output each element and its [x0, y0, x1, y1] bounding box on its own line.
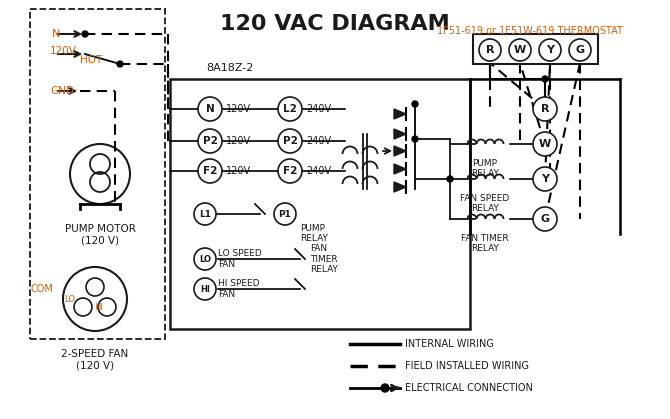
- Text: L2: L2: [283, 104, 297, 114]
- Circle shape: [539, 39, 561, 61]
- Text: HOT: HOT: [80, 55, 103, 65]
- Text: G: G: [541, 214, 549, 224]
- Text: PUMP
RELAY: PUMP RELAY: [300, 224, 328, 243]
- Text: COM: COM: [30, 284, 53, 294]
- Text: FIELD INSTALLED WIRING: FIELD INSTALLED WIRING: [405, 361, 529, 371]
- Text: FAN
TIMER
RELAY: FAN TIMER RELAY: [310, 244, 338, 274]
- Circle shape: [194, 203, 216, 225]
- Text: 1F51-619 or 1F51W-619 THERMOSTAT: 1F51-619 or 1F51W-619 THERMOSTAT: [437, 26, 623, 36]
- Circle shape: [533, 167, 557, 191]
- Circle shape: [274, 203, 296, 225]
- Text: 240V: 240V: [306, 166, 331, 176]
- Text: 120 VAC DIAGRAM: 120 VAC DIAGRAM: [220, 14, 450, 34]
- Text: HI: HI: [200, 285, 210, 293]
- Text: 120V: 120V: [226, 136, 251, 146]
- Text: 120V: 120V: [50, 46, 77, 56]
- Text: HI: HI: [94, 303, 103, 311]
- Circle shape: [533, 132, 557, 156]
- Circle shape: [412, 101, 418, 107]
- Circle shape: [70, 144, 130, 204]
- Circle shape: [479, 39, 501, 61]
- Circle shape: [569, 39, 591, 61]
- Text: HI SPEED
FAN: HI SPEED FAN: [218, 279, 259, 299]
- Text: R: R: [486, 45, 494, 55]
- Polygon shape: [394, 109, 406, 119]
- Text: GND: GND: [50, 86, 74, 96]
- Circle shape: [194, 248, 216, 270]
- Circle shape: [194, 278, 216, 300]
- Circle shape: [278, 97, 302, 121]
- Circle shape: [447, 176, 453, 182]
- Text: W: W: [539, 139, 551, 149]
- Text: 240V: 240V: [306, 136, 331, 146]
- Circle shape: [63, 267, 127, 331]
- Polygon shape: [394, 182, 406, 192]
- Text: P2: P2: [202, 136, 218, 146]
- Circle shape: [117, 61, 123, 67]
- Text: W: W: [514, 45, 526, 55]
- Circle shape: [198, 159, 222, 183]
- Text: P2: P2: [283, 136, 297, 146]
- Text: PUMP
RELAY: PUMP RELAY: [471, 159, 499, 178]
- Text: F2: F2: [283, 166, 297, 176]
- Circle shape: [412, 136, 418, 142]
- Text: INTERNAL WIRING: INTERNAL WIRING: [405, 339, 494, 349]
- Circle shape: [533, 97, 557, 121]
- Text: 120V: 120V: [226, 166, 251, 176]
- Circle shape: [542, 76, 548, 82]
- Circle shape: [278, 159, 302, 183]
- Text: 2-SPEED FAN
(120 V): 2-SPEED FAN (120 V): [62, 349, 129, 370]
- Text: FAN TIMER
RELAY: FAN TIMER RELAY: [461, 234, 509, 253]
- Text: P1: P1: [279, 210, 291, 218]
- Text: 8A18Z-2: 8A18Z-2: [206, 63, 254, 73]
- Text: R: R: [541, 104, 549, 114]
- Polygon shape: [394, 146, 406, 156]
- Polygon shape: [394, 129, 406, 139]
- Text: PUMP MOTOR
(120 V): PUMP MOTOR (120 V): [64, 224, 135, 246]
- Circle shape: [381, 384, 389, 392]
- Text: 120V: 120V: [226, 104, 251, 114]
- Text: LO: LO: [64, 295, 76, 303]
- Circle shape: [198, 97, 222, 121]
- FancyBboxPatch shape: [170, 79, 470, 329]
- Text: ELECTRICAL CONNECTION: ELECTRICAL CONNECTION: [405, 383, 533, 393]
- Circle shape: [198, 129, 222, 153]
- Text: N: N: [52, 29, 60, 39]
- Text: F2: F2: [203, 166, 217, 176]
- Text: G: G: [576, 45, 584, 55]
- FancyBboxPatch shape: [473, 34, 598, 64]
- Text: LO SPEED
FAN: LO SPEED FAN: [218, 249, 262, 269]
- Text: N: N: [206, 104, 214, 114]
- Text: Y: Y: [546, 45, 554, 55]
- Text: FAN SPEED
RELAY: FAN SPEED RELAY: [460, 194, 510, 213]
- Text: 240V: 240V: [306, 104, 331, 114]
- Circle shape: [533, 207, 557, 231]
- Circle shape: [278, 129, 302, 153]
- Text: L1: L1: [199, 210, 211, 218]
- Text: Y: Y: [541, 174, 549, 184]
- Polygon shape: [394, 164, 406, 174]
- Text: LO: LO: [199, 254, 211, 264]
- Circle shape: [509, 39, 531, 61]
- Circle shape: [82, 31, 88, 37]
